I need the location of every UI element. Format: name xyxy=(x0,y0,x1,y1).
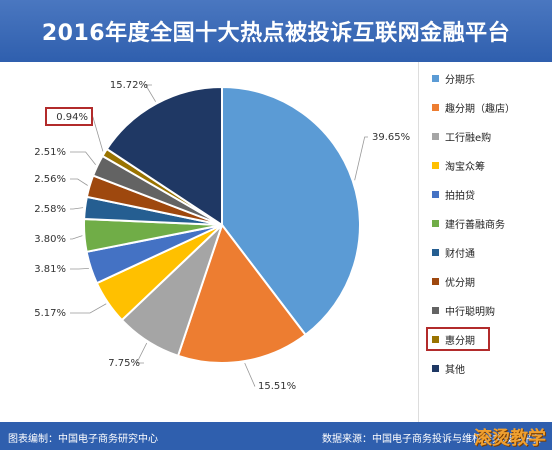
pie-slice xyxy=(176,222,307,364)
legend-swatch xyxy=(432,219,439,227)
data-label: 15.72% xyxy=(110,80,148,91)
legend-label: 惠分期 xyxy=(445,335,475,347)
chart-title: 2016年度全国十大热点被投诉互联网金融平台 xyxy=(0,0,552,62)
legend-item: 惠分期 xyxy=(432,331,475,347)
legend-swatch xyxy=(432,248,439,256)
legend-item: 中行聪明购 xyxy=(432,302,495,318)
legend-item: 趣分期（趣店） xyxy=(432,99,515,115)
legend-swatch xyxy=(432,74,439,82)
data-label: 3.81% xyxy=(34,264,66,275)
pie-slices xyxy=(83,85,361,364)
legend-item: 淘宝众筹 xyxy=(432,157,485,173)
leader-line xyxy=(92,116,104,152)
leader-line xyxy=(244,362,256,387)
leader-line xyxy=(144,84,156,102)
data-label: 0.94% xyxy=(56,112,88,123)
leader-line xyxy=(70,303,107,314)
leader-line xyxy=(136,342,148,364)
leader-line xyxy=(70,235,83,240)
legend-item: 财付通 xyxy=(432,244,475,260)
highlight-box-label xyxy=(45,107,93,126)
data-labels: 39.65% 15.51% 7.75% 5.17% 3.81% 3.80% 2.58% 2.5… xyxy=(34,80,410,392)
highlight-box-legend xyxy=(426,327,490,351)
legend-swatch xyxy=(432,103,439,111)
legend-label: 中行聪明购 xyxy=(445,306,495,318)
legend-label: 财付通 xyxy=(445,248,475,260)
legend-label: 其他 xyxy=(445,364,465,376)
legend-label: 分期乐 xyxy=(445,74,475,86)
data-label: 2.51% xyxy=(34,147,66,158)
legend-swatch xyxy=(432,161,439,169)
data-label: 2.56% xyxy=(34,174,66,185)
pie-slice xyxy=(221,85,361,337)
legend-area xyxy=(418,62,549,422)
legend-item: 工行融e购 xyxy=(432,128,491,144)
footer: 图表编制：中国电子商务研究中心 数据来源：中国电子商务投诉与维权公共服务平台 滚… xyxy=(0,422,552,450)
footer-credit: 图表编制：中国电子商务研究中心 xyxy=(8,434,158,445)
legend-label: 工行融e购 xyxy=(445,132,492,144)
legend-label: 优分期 xyxy=(445,277,475,289)
leader-line xyxy=(70,207,84,210)
data-label: 2.58% xyxy=(34,204,66,215)
legend-item: 拍拍贷 xyxy=(432,186,475,202)
footer-source: 数据来源：中国电子商务投诉与维权公共服务平台 xyxy=(322,434,542,445)
leader-line xyxy=(354,136,368,181)
legend-label: 拍拍贷 xyxy=(445,190,475,202)
legend-label: 建行善融商务 xyxy=(445,219,505,231)
legend-item: 分期乐 xyxy=(432,70,475,86)
data-label: 7.75% xyxy=(108,358,140,369)
legend-swatch xyxy=(432,364,439,372)
leader-line xyxy=(70,267,89,270)
legend-item: 建行善融商务 xyxy=(432,215,505,231)
legend-swatch xyxy=(432,306,439,314)
data-label: 3.80% xyxy=(34,234,66,245)
leader-line xyxy=(70,178,88,186)
legend-swatch xyxy=(432,335,439,343)
leader-line xyxy=(70,151,96,165)
legend-item: 优分期 xyxy=(432,273,475,289)
legend-swatch xyxy=(432,190,439,198)
data-label: 5.17% xyxy=(34,308,66,319)
legend-swatch xyxy=(432,132,439,140)
legend-label: 趣分期（趣店） xyxy=(445,103,515,115)
watermark: 滚烫教学 xyxy=(474,428,546,449)
legend-swatch xyxy=(432,277,439,285)
data-label: 39.65% xyxy=(372,132,410,143)
data-label: 15.51% xyxy=(258,381,296,392)
pie-slice xyxy=(105,85,223,227)
legend-label: 淘宝众筹 xyxy=(445,161,485,173)
legend-item: 其他 xyxy=(432,360,465,376)
